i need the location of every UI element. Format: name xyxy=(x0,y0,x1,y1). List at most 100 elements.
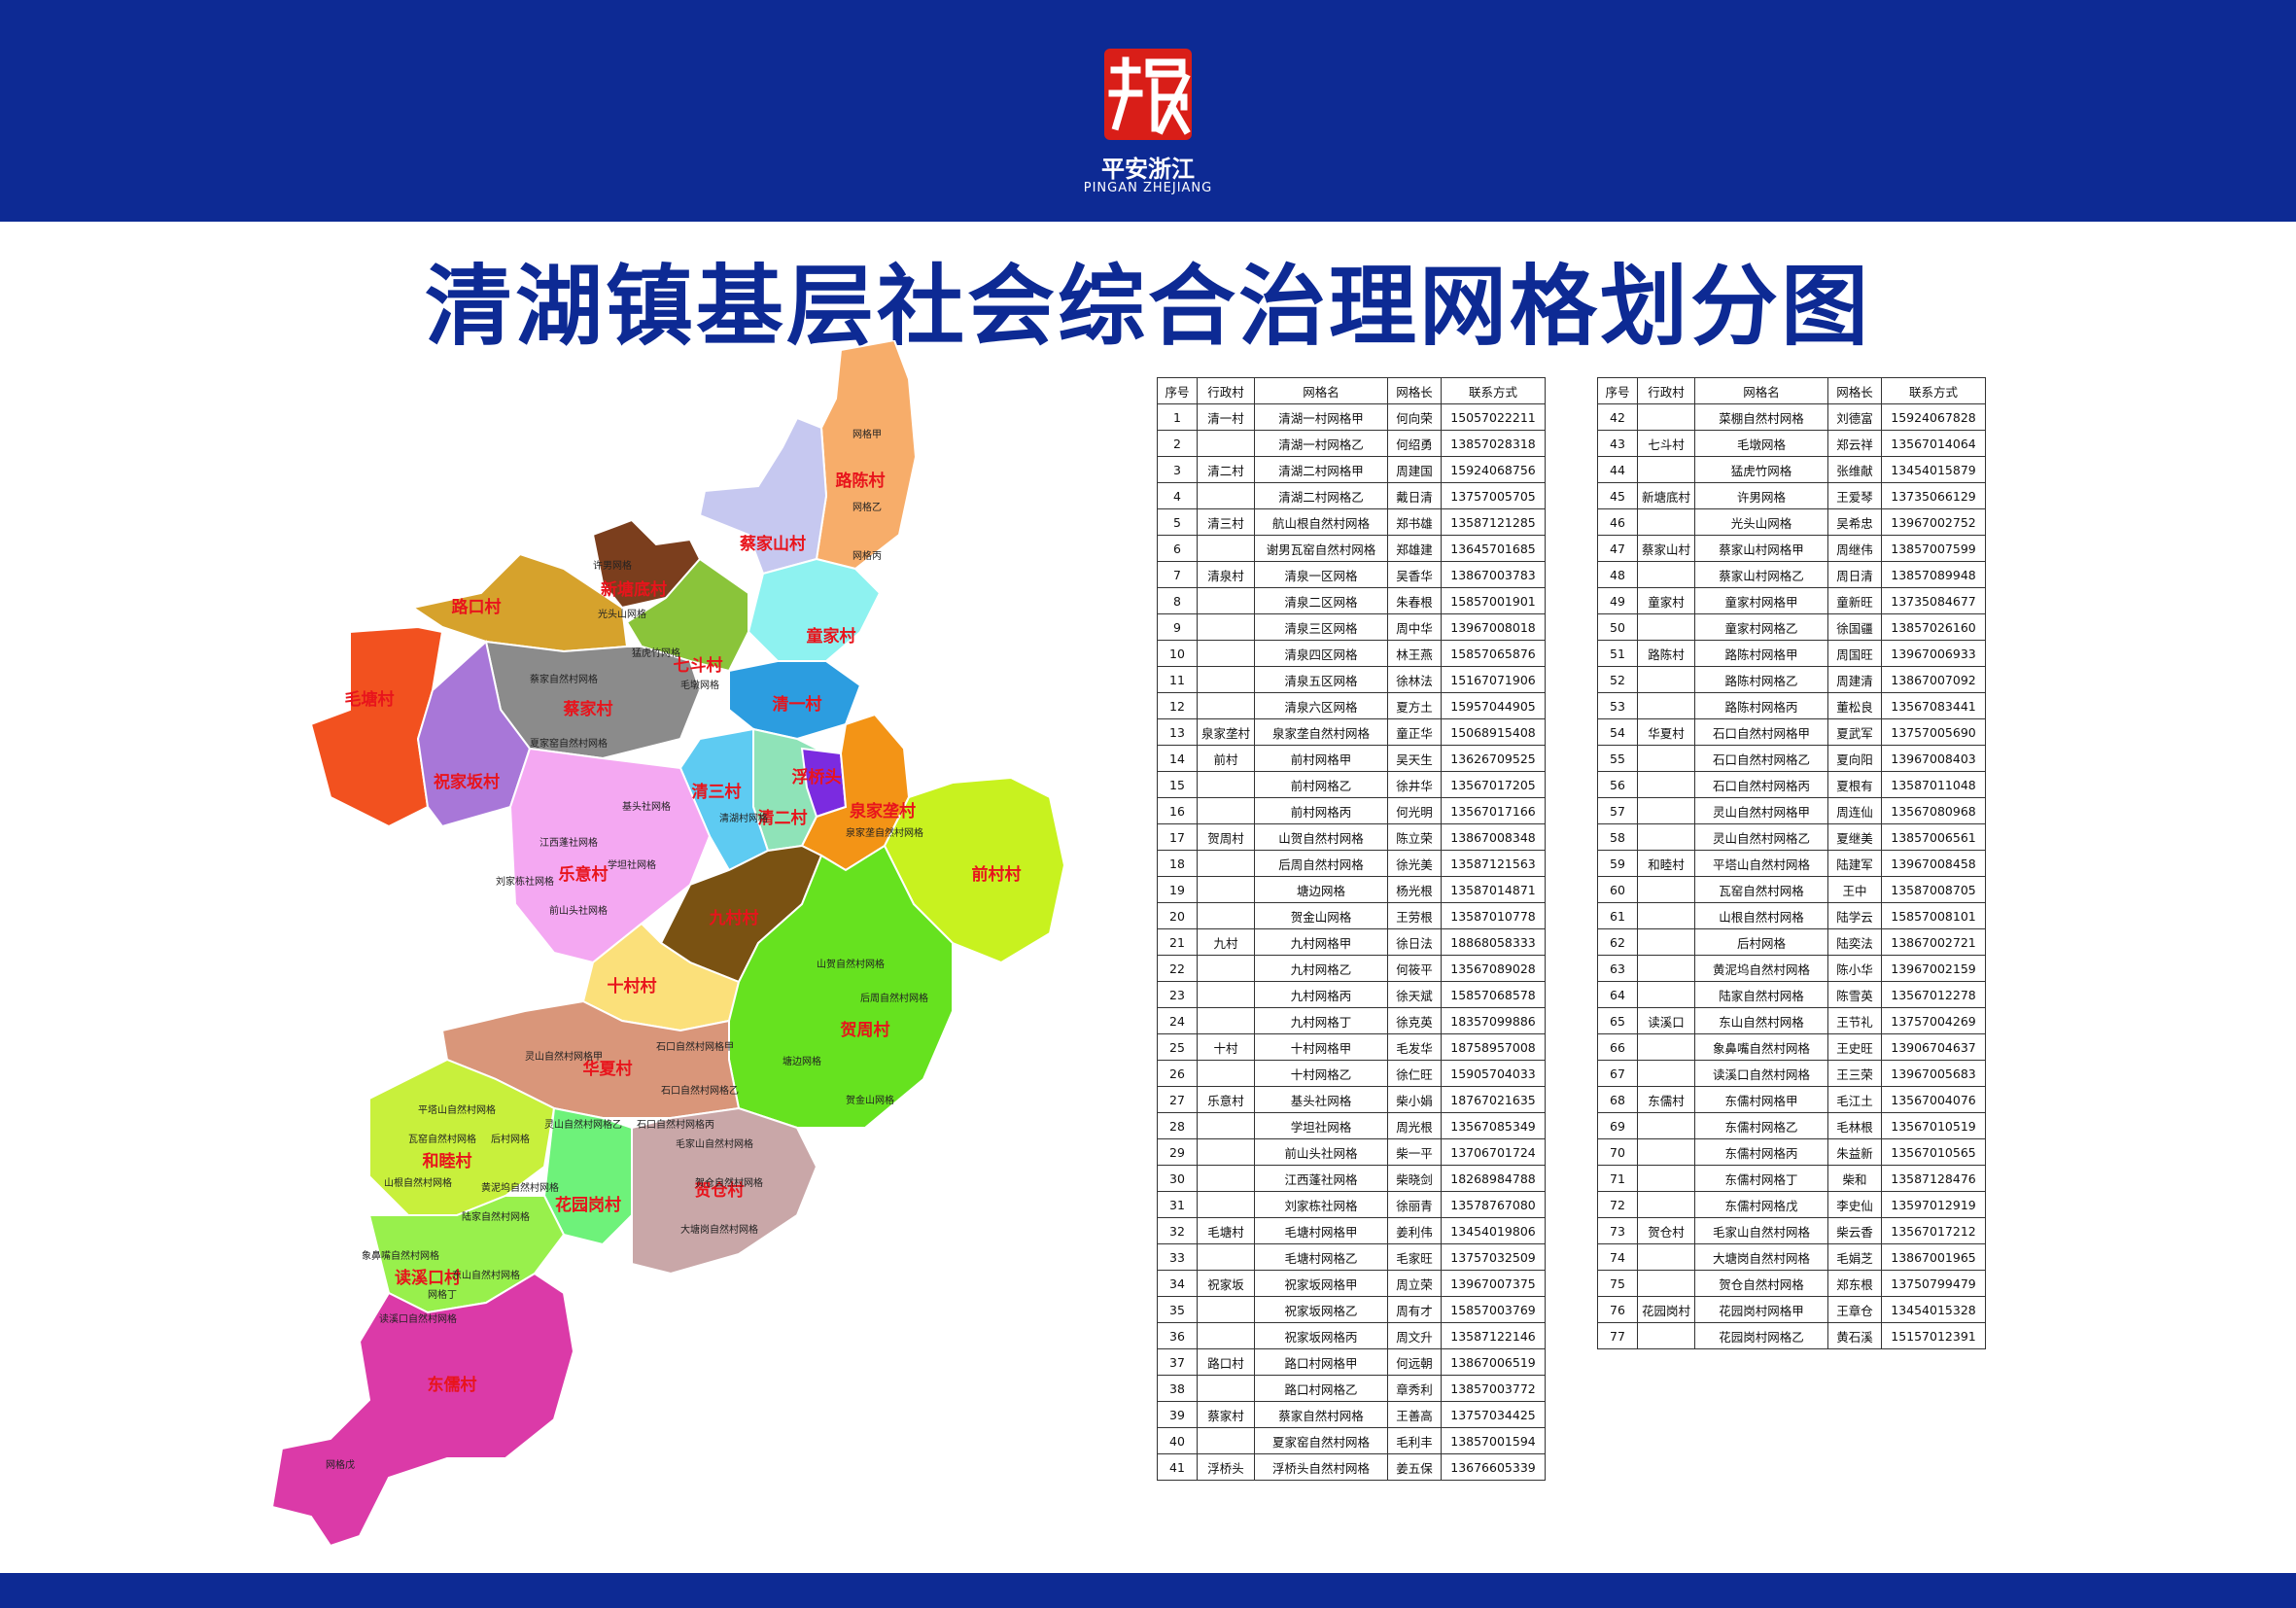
cell-grid-name: 学坦社网格 xyxy=(1254,1112,1388,1139)
cell-index: 52 xyxy=(1597,666,1638,693)
cell-index: 12 xyxy=(1157,692,1198,719)
cell-grid-leader: 陆建军 xyxy=(1827,850,1882,877)
cell-index: 8 xyxy=(1157,587,1198,614)
village-label: 和睦村 xyxy=(423,1151,472,1171)
cell-village xyxy=(1637,797,1695,824)
cell-contact: 13857007599 xyxy=(1881,535,1986,562)
cell-index: 3 xyxy=(1157,456,1198,483)
cell-contact: 13567012278 xyxy=(1881,981,1986,1008)
table-row: 28 学坦社网格 周光根 13567085349 xyxy=(1157,1112,1546,1139)
village-label: 路陈村 xyxy=(836,471,886,491)
grid-label: 光头山网格 xyxy=(598,608,646,620)
cell-village: 清二村 xyxy=(1197,456,1255,483)
cell-grid-leader: 陈立荣 xyxy=(1387,823,1442,851)
cell-grid-name: 路口村网格甲 xyxy=(1254,1348,1388,1376)
table-row: 19 塘边网格 杨光根 13587014871 xyxy=(1157,876,1546,903)
table-row: 52 路陈村网格乙 周建清 13867007092 xyxy=(1597,666,1986,693)
table-row: 44 猛虎竹网格 张维献 13454015879 xyxy=(1597,456,1986,483)
cell-contact: 13906704637 xyxy=(1881,1033,1986,1061)
cell-contact: 15857068578 xyxy=(1441,981,1546,1008)
cell-index: 34 xyxy=(1157,1270,1198,1297)
cell-contact: 13645701685 xyxy=(1441,535,1546,562)
cell-contact: 13867008348 xyxy=(1441,823,1546,851)
table-row: 74 大塘岗自然村网格 毛娟芝 13867001965 xyxy=(1597,1243,1986,1271)
cell-village xyxy=(1197,1060,1255,1087)
cell-grid-leader: 朱春根 xyxy=(1387,587,1442,614)
cell-contact: 13626709525 xyxy=(1441,745,1546,772)
cell-index: 50 xyxy=(1597,613,1638,641)
cell-contact: 13857003772 xyxy=(1441,1375,1546,1402)
cell-grid-name: 花园岗村网格甲 xyxy=(1694,1296,1828,1323)
cell-index: 74 xyxy=(1597,1243,1638,1271)
cell-grid-leader: 周光根 xyxy=(1387,1112,1442,1139)
cell-index: 13 xyxy=(1157,718,1198,746)
cell-grid-name: 祝家坂网格丙 xyxy=(1254,1322,1388,1349)
village-label: 清二村 xyxy=(758,808,808,828)
cell-grid-leader: 徐克英 xyxy=(1387,1007,1442,1034)
cell-village: 清三村 xyxy=(1197,508,1255,536)
cell-contact: 13857026160 xyxy=(1881,613,1986,641)
cell-index: 16 xyxy=(1157,797,1198,824)
cell-index: 21 xyxy=(1157,928,1198,956)
cell-contact: 13587011048 xyxy=(1881,771,1986,798)
table-row: 15 前村网格乙 徐井华 13567017205 xyxy=(1157,771,1546,798)
logo-emblem xyxy=(1104,49,1192,140)
cell-contact: 13967007375 xyxy=(1441,1270,1546,1297)
table-row: 23 九村网格丙 徐天斌 15857068578 xyxy=(1157,981,1546,1008)
table-row: 14 前村 前村网格甲 吴天生 13626709525 xyxy=(1157,745,1546,772)
cell-index: 72 xyxy=(1597,1191,1638,1218)
cell-grid-leader: 徐林法 xyxy=(1387,666,1442,693)
cell-grid-leader: 陈雪英 xyxy=(1827,981,1882,1008)
cell-index: 23 xyxy=(1157,981,1198,1008)
table-row: 36 祝家坂网格丙 周文升 13587122146 xyxy=(1157,1322,1546,1349)
cell-contact: 13867001965 xyxy=(1881,1243,1986,1271)
cell-contact: 13967002159 xyxy=(1881,955,1986,982)
grid-label: 夏家窑自然村网格 xyxy=(530,737,608,750)
cell-village xyxy=(1637,403,1695,431)
cell-grid-name: 蔡家山村网格甲 xyxy=(1694,535,1828,562)
grid-label: 猛虎竹网格 xyxy=(632,647,680,659)
cell-contact: 15068915408 xyxy=(1441,718,1546,746)
grid-label: 东山自然村网格 xyxy=(452,1269,520,1281)
table-row: 20 贺金山网格 王劳根 13587010778 xyxy=(1157,902,1546,929)
cell-index: 35 xyxy=(1157,1296,1198,1323)
cell-village: 读溪口 xyxy=(1637,1007,1695,1034)
village-label: 前村村 xyxy=(972,864,1022,885)
cell-grid-leader: 毛家旺 xyxy=(1387,1243,1442,1271)
cell-village xyxy=(1197,1165,1255,1192)
table-row: 32 毛塘村 毛塘村网格甲 姜利伟 13454019806 xyxy=(1157,1217,1546,1244)
cell-index: 70 xyxy=(1597,1138,1638,1166)
cell-contact: 13567014064 xyxy=(1881,430,1986,457)
village-label: 清一村 xyxy=(773,694,822,715)
grid-label: 网格戊 xyxy=(326,1458,355,1471)
cell-grid-name: 路陈村网格乙 xyxy=(1694,666,1828,693)
cell-village xyxy=(1197,1243,1255,1271)
cell-grid-name: 大塘岗自然村网格 xyxy=(1694,1243,1828,1271)
header-grid-name: 网格名 xyxy=(1694,377,1828,404)
cell-village xyxy=(1197,587,1255,614)
grid-map: 路陈村 蔡家山村 新塘底村 路口村 童家村 七斗村 毛塘村 蔡家村 清一村 祝家坂村 清二村 清三村 浮… xyxy=(270,338,1147,1565)
cell-grid-leader: 陈小华 xyxy=(1827,955,1882,982)
grid-label: 黄泥坞自然村网格 xyxy=(481,1181,559,1194)
cell-contact: 13567017166 xyxy=(1441,797,1546,824)
cell-index: 56 xyxy=(1597,771,1638,798)
cell-grid-leader: 何筱平 xyxy=(1387,955,1442,982)
table-row: 77 花园岗村网格乙 黄石溪 15157012391 xyxy=(1597,1322,1986,1349)
cell-contact: 13587122146 xyxy=(1441,1322,1546,1349)
header-grid-name: 网格名 xyxy=(1254,377,1388,404)
footer-band xyxy=(0,1573,2296,1608)
cell-contact: 13867007092 xyxy=(1881,666,1986,693)
cell-village xyxy=(1637,823,1695,851)
cell-index: 47 xyxy=(1597,535,1638,562)
table-row: 2 清湖一村网格乙 何绍勇 13857028318 xyxy=(1157,430,1546,457)
cell-grid-leader: 徐井华 xyxy=(1387,771,1442,798)
cell-grid-leader: 毛发华 xyxy=(1387,1033,1442,1061)
cell-grid-name: 光头山网格 xyxy=(1694,508,1828,536)
cell-contact: 13967005683 xyxy=(1881,1060,1986,1087)
cell-grid-name: 前村网格丙 xyxy=(1254,797,1388,824)
cell-grid-name: 航山根自然村网格 xyxy=(1254,508,1388,536)
cell-index: 42 xyxy=(1597,403,1638,431)
cell-grid-name: 路陈村网格甲 xyxy=(1694,640,1828,667)
cell-village: 贺仓村 xyxy=(1637,1217,1695,1244)
cell-village xyxy=(1197,955,1255,982)
